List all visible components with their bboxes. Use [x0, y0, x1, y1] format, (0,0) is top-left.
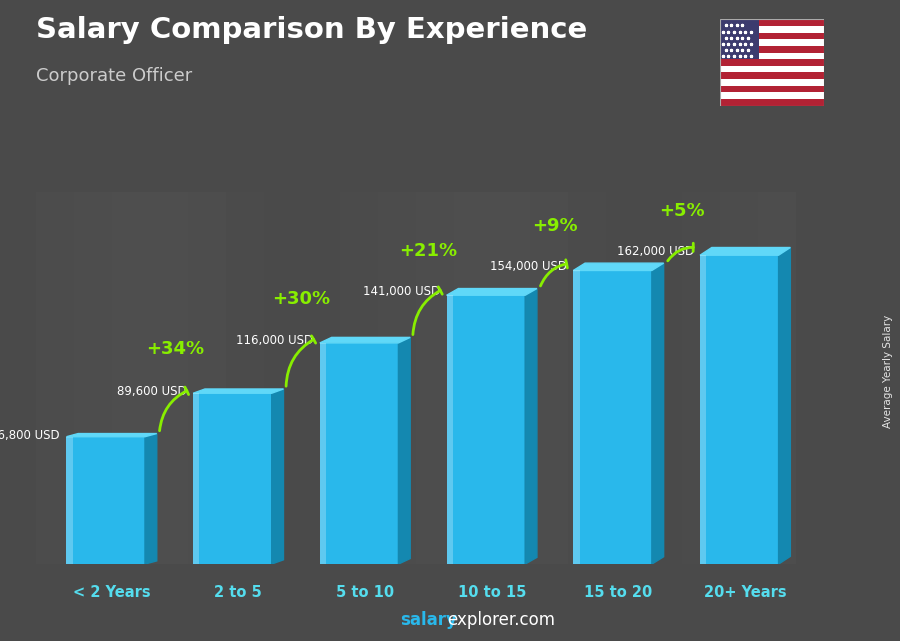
Polygon shape: [700, 247, 790, 255]
Text: 116,000 USD: 116,000 USD: [237, 334, 313, 347]
Text: 89,600 USD: 89,600 USD: [117, 385, 187, 397]
Bar: [320, 343, 326, 564]
Bar: [67, 437, 145, 564]
Polygon shape: [194, 389, 284, 393]
Bar: [340, 192, 378, 564]
Text: +5%: +5%: [659, 202, 705, 220]
Bar: [573, 271, 652, 564]
Bar: [454, 192, 492, 564]
Text: 162,000 USD: 162,000 USD: [616, 245, 694, 258]
Text: Salary Comparison By Experience: Salary Comparison By Experience: [36, 16, 587, 44]
Text: +30%: +30%: [273, 290, 330, 308]
Text: < 2 Years: < 2 Years: [73, 585, 150, 599]
Text: 10 to 15: 10 to 15: [457, 585, 526, 599]
Polygon shape: [652, 263, 663, 564]
Bar: [36, 192, 74, 564]
Bar: [720, 59, 824, 66]
Bar: [720, 192, 759, 564]
Text: 154,000 USD: 154,000 USD: [490, 260, 567, 273]
Bar: [720, 92, 824, 99]
Bar: [607, 192, 644, 564]
Bar: [720, 99, 824, 106]
Polygon shape: [446, 288, 537, 296]
Text: 15 to 20: 15 to 20: [584, 585, 652, 599]
Bar: [573, 271, 580, 564]
Bar: [720, 86, 824, 92]
Text: Average Yearly Salary: Average Yearly Salary: [883, 315, 893, 428]
Bar: [720, 46, 824, 53]
Bar: [720, 33, 824, 39]
Bar: [720, 39, 824, 46]
Polygon shape: [320, 337, 410, 343]
Polygon shape: [145, 433, 157, 564]
Text: Corporate Officer: Corporate Officer: [36, 67, 193, 85]
Bar: [759, 192, 796, 564]
Bar: [378, 192, 416, 564]
Bar: [416, 192, 454, 564]
Bar: [530, 192, 568, 564]
Polygon shape: [778, 247, 790, 564]
Bar: [194, 393, 272, 564]
Bar: [67, 437, 73, 564]
Polygon shape: [525, 288, 537, 564]
Bar: [150, 192, 188, 564]
Bar: [682, 192, 720, 564]
Bar: [568, 192, 607, 564]
Bar: [720, 26, 824, 33]
Bar: [644, 192, 682, 564]
Bar: [720, 19, 824, 26]
Bar: [74, 192, 112, 564]
Text: 66,800 USD: 66,800 USD: [0, 429, 60, 442]
Bar: [446, 296, 525, 564]
Bar: [264, 192, 302, 564]
Bar: [446, 296, 453, 564]
Bar: [720, 19, 760, 59]
Bar: [720, 79, 824, 86]
Bar: [700, 255, 706, 564]
Bar: [112, 192, 150, 564]
Text: +9%: +9%: [532, 217, 578, 235]
Bar: [492, 192, 530, 564]
Text: explorer.com: explorer.com: [447, 612, 555, 629]
Polygon shape: [67, 433, 157, 437]
Polygon shape: [573, 263, 663, 271]
Text: 20+ Years: 20+ Years: [704, 585, 787, 599]
Text: +34%: +34%: [146, 340, 204, 358]
Bar: [188, 192, 226, 564]
Text: 141,000 USD: 141,000 USD: [363, 285, 440, 299]
Bar: [720, 53, 824, 59]
Polygon shape: [399, 337, 410, 564]
Text: 5 to 10: 5 to 10: [336, 585, 394, 599]
Bar: [320, 343, 399, 564]
Bar: [720, 72, 824, 79]
Bar: [302, 192, 340, 564]
Bar: [700, 255, 778, 564]
Text: +21%: +21%: [400, 242, 457, 260]
Text: salary: salary: [400, 612, 457, 629]
Bar: [720, 66, 824, 72]
Polygon shape: [272, 389, 284, 564]
Text: 2 to 5: 2 to 5: [214, 585, 262, 599]
Bar: [194, 393, 200, 564]
Bar: [226, 192, 264, 564]
